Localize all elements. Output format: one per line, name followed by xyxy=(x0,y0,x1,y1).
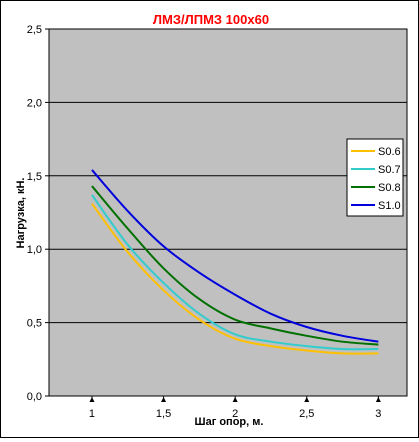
series-lines xyxy=(91,169,379,355)
x-axis-label: Шаг опор, м. xyxy=(195,416,264,428)
x-tick-label: 1,5 xyxy=(156,408,171,420)
chart-title: ЛМЗ/ЛПМЗ 100х60 xyxy=(153,12,269,27)
x-tick-arrow xyxy=(161,397,167,402)
x-tick-label: 2,5 xyxy=(299,408,314,420)
legend-label: S1.0 xyxy=(378,200,401,212)
series-line-s0-6 xyxy=(91,203,379,355)
x-tick-arrow xyxy=(89,397,95,402)
y-tick-label: 1,5 xyxy=(27,171,42,183)
legend-label: S0.7 xyxy=(378,164,401,176)
x-tick-label: 3 xyxy=(375,408,381,420)
series-line-s1-0 xyxy=(91,169,379,343)
x-tick-arrow xyxy=(232,397,238,402)
y-tick-label: 2,0 xyxy=(27,97,42,109)
x-tick-arrow xyxy=(375,397,381,402)
legend-label: S0.6 xyxy=(378,146,401,158)
y-tick-label: 2,5 xyxy=(27,24,42,36)
y-tick-label: 0,0 xyxy=(27,391,42,403)
gridlines xyxy=(49,101,407,324)
x-tick-label: 1 xyxy=(89,408,95,420)
x-axis: 1 1,5 2 2,5 3 xyxy=(89,396,381,420)
y-axis-label: Нагрузка, кН. xyxy=(15,178,27,249)
y-tick-label: 0,5 xyxy=(27,318,42,330)
series-line-s0-7 xyxy=(91,194,379,351)
x-tick-label: 2 xyxy=(232,408,238,420)
series-line-s0-8 xyxy=(91,185,379,346)
x-tick-arrow xyxy=(304,397,310,402)
y-axis: 0,0 0,5 1,0 1,5 2,0 2,5 xyxy=(27,24,49,403)
legend-label: S0.8 xyxy=(378,182,401,194)
legend: S0.6 S0.7 S0.8 S1.0 xyxy=(346,138,404,217)
y-tick-label: 1,0 xyxy=(27,244,42,256)
